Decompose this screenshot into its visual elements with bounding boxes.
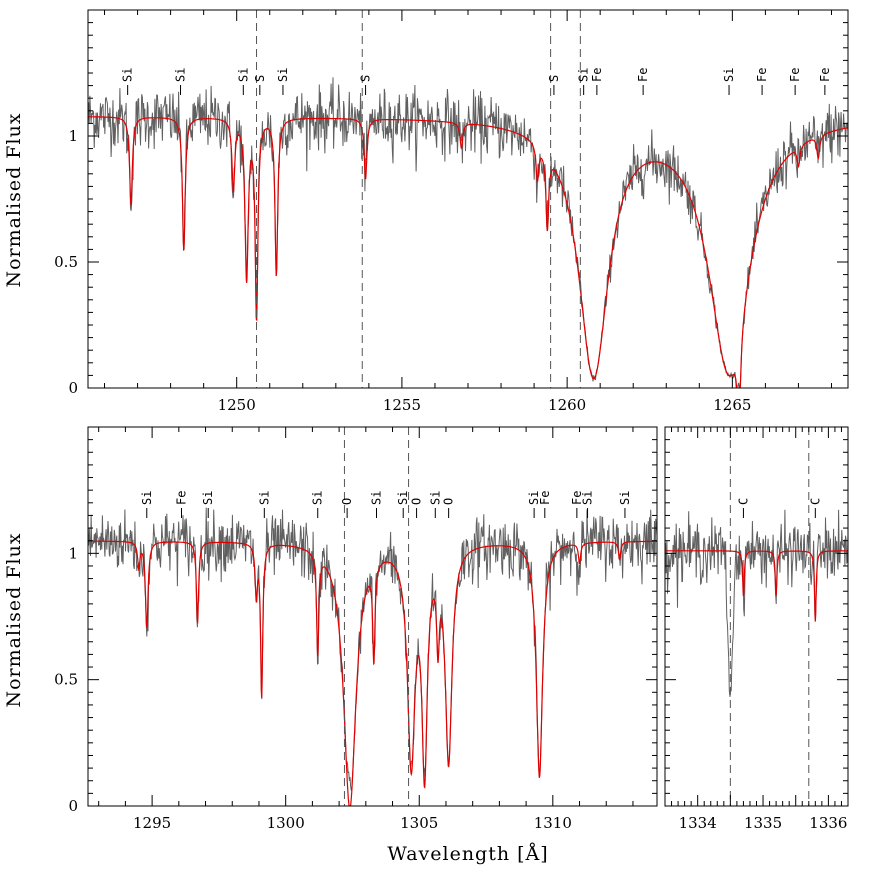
y-tick-label: 1 — [68, 127, 78, 145]
line-marker-label: O — [410, 498, 424, 505]
line-marker-label: Fe — [636, 68, 650, 82]
line-marker-label: Fe — [590, 68, 604, 82]
y-tick-label: 0 — [68, 379, 78, 397]
line-marker-label: Si — [236, 68, 250, 82]
line-marker-label: Si — [121, 68, 135, 82]
x-tick-label: 1300 — [267, 814, 305, 832]
line-marker-label: Fe — [818, 68, 832, 82]
line-marker-label: O — [340, 498, 354, 505]
model-spectrum — [88, 116, 848, 388]
line-marker-label: S — [253, 75, 267, 82]
line-marker-label: Si — [257, 491, 271, 505]
line-marker-label: Fe — [570, 491, 584, 505]
line-marker-label: Si — [276, 68, 290, 82]
observed-spectrum — [665, 509, 848, 698]
line-marker-label: Si — [174, 68, 188, 82]
model-spectrum — [88, 540, 657, 806]
x-tick-label: 1265 — [713, 396, 751, 414]
line-marker-label: S — [359, 75, 373, 82]
line-marker-label: Si — [527, 491, 541, 505]
line-marker-label: Si — [140, 491, 154, 505]
line-marker-label: Si — [428, 491, 442, 505]
y-tick-label: 0 — [68, 797, 78, 815]
x-tick-label: 1260 — [548, 396, 586, 414]
line-marker-label: Si — [577, 68, 591, 82]
x-tick-label: 1255 — [383, 396, 421, 414]
bottom-right-panel: 1334 1335 1336 C C — [664, 426, 849, 832]
line-marker-label: S — [547, 75, 561, 82]
x-tick-label: 1334 — [679, 814, 717, 832]
line-marker-label: C — [808, 498, 822, 505]
line-marker-label: Si — [311, 491, 325, 505]
line-marker-label: Si — [618, 491, 632, 505]
y-tick-label: 0.5 — [54, 671, 78, 689]
line-marker-label: Si — [581, 491, 595, 505]
line-marker-label: Fe — [755, 68, 769, 82]
x-tick-label: 1310 — [534, 814, 572, 832]
y-tick-label: 1 — [68, 544, 78, 562]
x-tick-label: 1336 — [809, 814, 847, 832]
x-tick-label: 1335 — [744, 814, 782, 832]
x-tick-label: 1250 — [218, 396, 256, 414]
line-marker-label: Si — [201, 491, 215, 505]
line-marker-label: C — [736, 498, 750, 505]
line-marker-label: Si — [370, 491, 384, 505]
line-marker-label: Si — [396, 491, 410, 505]
line-marker-label: Fe — [174, 491, 188, 505]
line-marker-label: Fe — [538, 491, 552, 505]
line-marker-label: O — [442, 498, 456, 505]
x-tick-label: 1305 — [400, 814, 438, 832]
y-axis-label-top: Normalised Flux — [3, 112, 25, 287]
line-marker-label: Fe — [788, 68, 802, 82]
y-tick-label: 0.5 — [54, 253, 78, 271]
model-spectrum — [665, 550, 848, 622]
x-tick-label: 1295 — [133, 814, 171, 832]
y-axis-label-bottom: Normalised Flux — [3, 532, 25, 707]
x-axis-label: Wavelength [Å] — [387, 843, 548, 865]
line-marker-label: Si — [722, 68, 736, 82]
